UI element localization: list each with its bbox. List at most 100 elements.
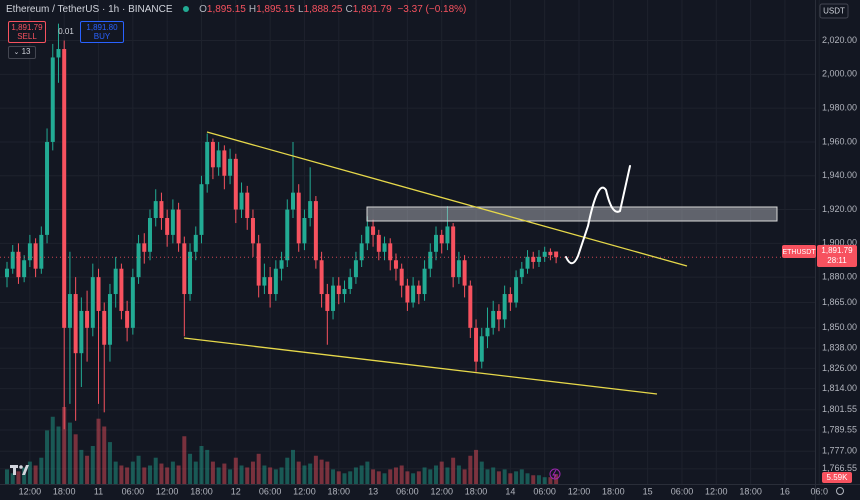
indicators-toggle[interactable]: ⌄ 13 bbox=[8, 46, 36, 59]
candle-body bbox=[170, 209, 175, 235]
symbol-title: Ethereum / TetherUS · 1h · BINANCE bbox=[6, 4, 173, 15]
candle-body bbox=[296, 192, 301, 244]
candle-body bbox=[496, 310, 501, 320]
last-price: 1,891.79 bbox=[821, 246, 853, 255]
candle-body bbox=[79, 310, 84, 354]
volume-bar bbox=[205, 449, 210, 485]
volume-bar bbox=[85, 455, 90, 485]
volume-bar bbox=[73, 434, 78, 485]
lower-trendline[interactable] bbox=[183, 337, 658, 395]
x-tick-label: 06:0 bbox=[810, 486, 828, 496]
y-tick-label: 1,960.00 bbox=[822, 136, 857, 146]
grid bbox=[0, 0, 820, 485]
volume-bar bbox=[502, 469, 507, 485]
settings-icon[interactable] bbox=[836, 487, 844, 495]
candle-body bbox=[90, 277, 95, 328]
y-tick-label: 1,865.00 bbox=[822, 297, 857, 307]
candle-body bbox=[291, 192, 295, 210]
candle-body bbox=[256, 243, 261, 286]
upper-trendline[interactable] bbox=[206, 131, 688, 267]
volume-bar bbox=[548, 477, 553, 485]
volume-bar bbox=[279, 467, 284, 485]
volume-bar bbox=[148, 465, 152, 485]
candle-body bbox=[554, 251, 559, 258]
x-tick-label: 06:00 bbox=[671, 486, 694, 496]
volume-bar bbox=[405, 471, 410, 485]
candle-body bbox=[27, 243, 32, 261]
volume-bar bbox=[233, 457, 238, 485]
volume-bar bbox=[10, 473, 15, 485]
volume-bar bbox=[428, 469, 433, 485]
ohlc-value: 1,891.79 bbox=[352, 4, 392, 15]
sell-label: SELL bbox=[17, 32, 37, 41]
x-tick-label: 12 bbox=[231, 486, 241, 496]
volume-bar bbox=[485, 469, 490, 485]
candle-body bbox=[434, 234, 438, 252]
x-tick-label: 18:00 bbox=[465, 486, 488, 496]
candle-body bbox=[428, 251, 433, 269]
quantity[interactable]: 0.01 bbox=[58, 27, 74, 36]
volume-bar bbox=[302, 465, 307, 485]
volume-bar bbox=[536, 475, 541, 485]
volume-bar bbox=[319, 459, 324, 485]
candle-body bbox=[107, 294, 112, 345]
legend: Ethereum / TetherUS · 1h · BINANCE O1,89… bbox=[6, 4, 466, 15]
volume-bar bbox=[325, 461, 330, 485]
candle-body bbox=[39, 234, 44, 269]
volume-bar bbox=[170, 461, 175, 485]
buy-button[interactable]: 1,891.80 BUY bbox=[80, 21, 124, 43]
candle-body bbox=[245, 192, 250, 218]
volume-bar bbox=[285, 457, 290, 485]
volume-bar bbox=[102, 426, 107, 485]
volume-bar bbox=[119, 465, 124, 485]
y-tick-label: 2,000.00 bbox=[822, 69, 857, 79]
volume-bar bbox=[514, 471, 519, 485]
candle-body bbox=[502, 294, 507, 320]
candle-body bbox=[548, 251, 553, 256]
x-tick-label: 12:00 bbox=[156, 486, 179, 496]
volume-bar bbox=[273, 469, 278, 485]
logo-part bbox=[22, 465, 29, 475]
candle-body bbox=[365, 226, 370, 244]
volume-bar bbox=[250, 461, 255, 485]
volume-bar bbox=[376, 471, 381, 485]
candle-body bbox=[5, 268, 9, 278]
volume-bar bbox=[531, 475, 536, 485]
currency-button[interactable] bbox=[819, 3, 849, 19]
ohlc-key: L bbox=[298, 4, 304, 15]
x-tick-label: 18:00 bbox=[739, 486, 762, 496]
candles bbox=[0, 23, 815, 430]
volume-bar bbox=[399, 465, 404, 485]
ohlc: O1,895.15 H1,895.15 L1,888.25 C1,891.79 bbox=[196, 4, 392, 15]
ohlc-key: H bbox=[248, 4, 257, 15]
x-tick-label: 13 bbox=[368, 486, 378, 496]
volume-bar bbox=[216, 467, 221, 485]
y-tick-label: 1,850.00 bbox=[822, 322, 857, 332]
candle-body bbox=[136, 243, 141, 278]
volume-bar bbox=[210, 461, 215, 485]
candle-body bbox=[113, 268, 118, 295]
volume-bar bbox=[56, 426, 61, 485]
volume-bar bbox=[468, 455, 473, 485]
hand-drawn-path[interactable] bbox=[565, 165, 631, 265]
sell-button[interactable]: 1,891.79 SELL bbox=[8, 21, 46, 43]
zone-rectangle[interactable] bbox=[366, 206, 778, 222]
candle-body bbox=[285, 209, 290, 261]
volume-bar bbox=[62, 407, 67, 485]
x-tick-label: 06:00 bbox=[533, 486, 556, 496]
y-tick-label: 1,789.55 bbox=[822, 424, 857, 434]
symbol-tag-text: ETHUSDT bbox=[782, 249, 816, 256]
volume-bar bbox=[176, 465, 181, 485]
candle-body bbox=[474, 327, 479, 362]
volume-bar bbox=[348, 471, 353, 485]
candle-body bbox=[393, 260, 398, 269]
candle-body bbox=[536, 256, 541, 262]
y-tick-label: 1,940.00 bbox=[822, 170, 857, 180]
volume-bar bbox=[474, 449, 479, 485]
candle-body bbox=[479, 336, 484, 362]
volume-bar bbox=[359, 465, 364, 485]
currency: USDT bbox=[823, 7, 845, 16]
candle-body bbox=[159, 201, 164, 218]
alert-icon[interactable] bbox=[549, 468, 561, 480]
